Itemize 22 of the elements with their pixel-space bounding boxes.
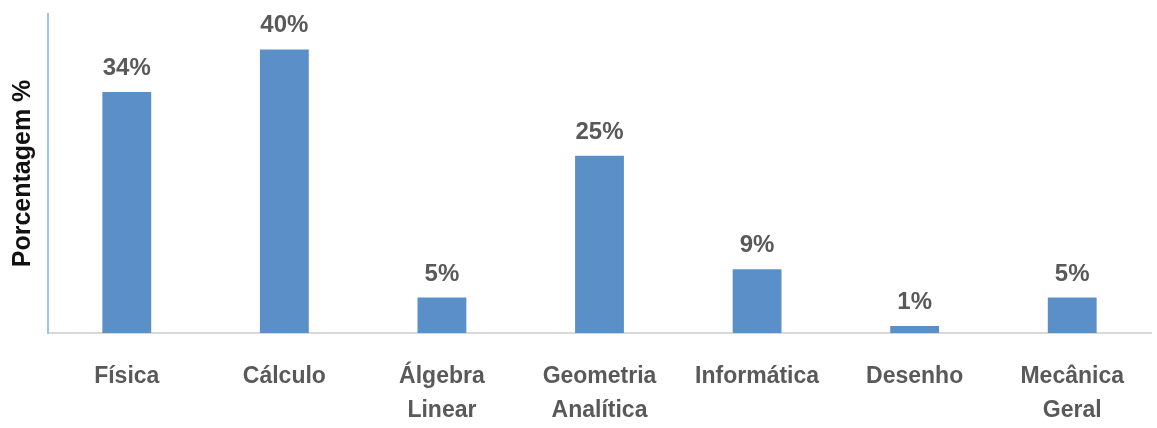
data-label: 40%	[260, 10, 309, 38]
data-label: 5%	[1054, 258, 1090, 286]
bar	[732, 269, 782, 333]
bar	[417, 297, 467, 333]
data-label: 5%	[424, 258, 460, 286]
data-label: 25%	[575, 116, 624, 144]
y-axis-title: Porcentagem %	[6, 79, 35, 268]
x-tick-label: Álgebra Linear	[399, 360, 485, 423]
data-label: 9%	[739, 230, 775, 258]
x-tick-label: Cálculo	[242, 361, 326, 388]
x-tick-label: Mecânica Geral	[1020, 361, 1125, 423]
data-label: 34%	[102, 52, 151, 80]
x-tick-label: Informática	[695, 361, 820, 388]
bar	[890, 325, 940, 333]
bar	[1047, 297, 1097, 333]
bar	[259, 49, 309, 333]
x-tick-label: Desenho	[866, 361, 964, 388]
bar	[575, 155, 624, 333]
x-tick-label: Geometria Analítica	[542, 361, 657, 423]
x-tick-label: Física	[94, 361, 160, 388]
data-label: 1%	[897, 286, 932, 314]
bar	[102, 91, 152, 333]
